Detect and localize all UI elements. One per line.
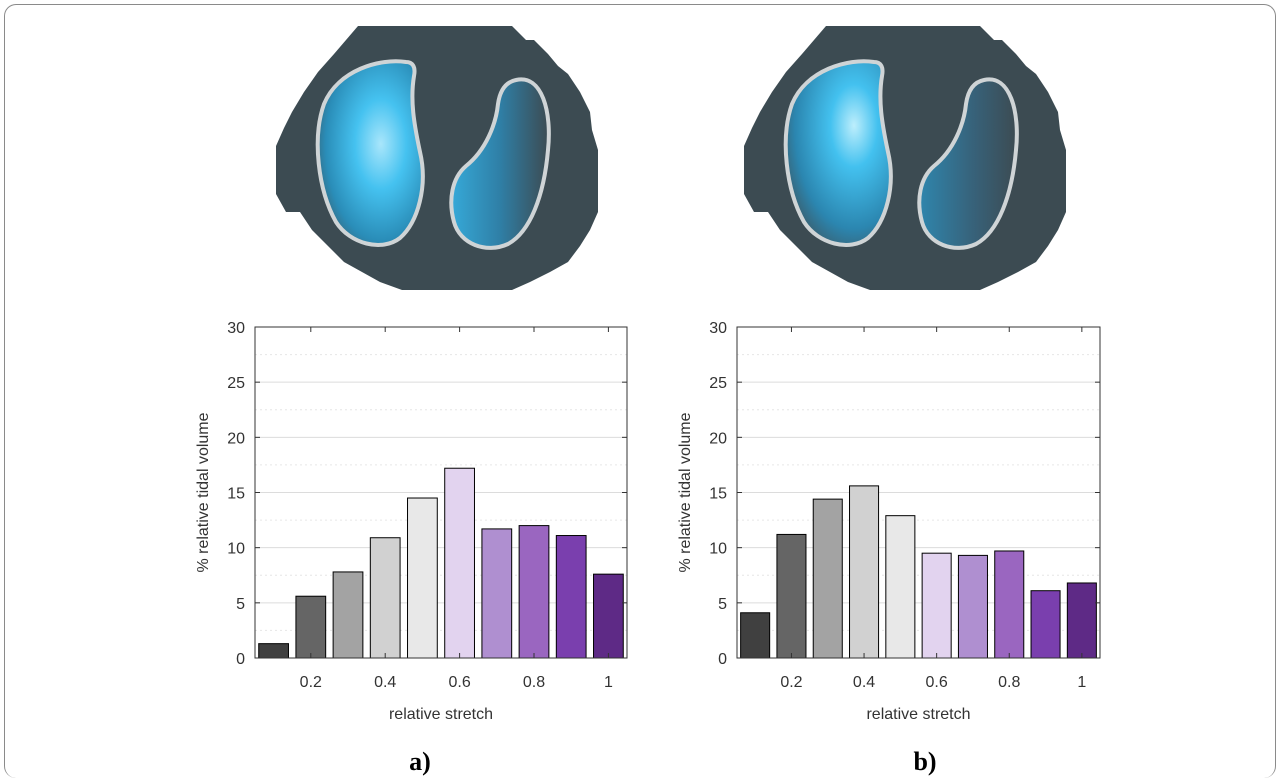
bar (407, 497, 438, 659)
bar (849, 485, 880, 659)
eit-image-b (744, 26, 1066, 290)
y-tick-label: 10 (227, 541, 245, 558)
y-tick-label: 5 (718, 596, 727, 613)
bar (369, 537, 401, 659)
y-tick-label: 25 (709, 375, 727, 392)
right-lung (449, 77, 551, 250)
y-tick-label: 0 (236, 651, 245, 668)
x-tick-label: 0.4 (853, 674, 875, 691)
right-lung (917, 77, 1019, 250)
left-lung (315, 59, 425, 247)
y-tick-label: 30 (227, 320, 245, 337)
bar (812, 498, 843, 659)
x-tick-label: 0.8 (523, 674, 545, 691)
y-axis-label: % relative tidal volume (195, 412, 212, 572)
y-tick-label: 5 (236, 596, 245, 613)
panel-label-a: a) (409, 747, 431, 776)
x-tick-label: 1 (1077, 674, 1086, 691)
x-tick-label: 0.8 (998, 674, 1020, 691)
bar (332, 571, 364, 659)
bar (776, 533, 807, 659)
bar (994, 550, 1025, 659)
bar (921, 552, 952, 659)
panel-label-b: b) (913, 747, 936, 776)
x-tick-label: 0.2 (780, 674, 802, 691)
x-axis-label: relative stretch (389, 706, 493, 723)
bar-chart-a: 0 5 10 15 20 25 30 0.2 0.4 0.6 0.8 1 relative stretc… (195, 320, 628, 723)
y-axis-label: % relative tidal volume (677, 412, 694, 572)
y-tick-label: 10 (709, 541, 727, 558)
x-tick-label: 1 (604, 674, 613, 691)
eit-image-a (276, 26, 598, 290)
y-tick-label: 15 (709, 486, 727, 503)
bar (740, 612, 771, 659)
y-tick-label: 30 (709, 320, 727, 337)
y-tick-label: 20 (709, 430, 727, 447)
x-axis-label: relative stretch (866, 706, 970, 723)
bar (1030, 590, 1061, 659)
y-tick-label: 20 (227, 430, 245, 447)
y-tick-label: 15 (227, 486, 245, 503)
x-tick-label: 0.2 (300, 674, 322, 691)
bar (481, 528, 513, 659)
x-tick-label: 0.6 (448, 674, 470, 691)
y-tick-label: 25 (227, 375, 245, 392)
y-tick-label: 0 (718, 651, 727, 668)
bar (593, 573, 624, 659)
bar (295, 595, 327, 659)
bar (444, 467, 475, 659)
left-lung (783, 59, 893, 247)
figure-frame (4, 4, 1276, 778)
bar (885, 515, 916, 659)
bar (518, 525, 550, 659)
x-tick-label: 0.6 (926, 674, 948, 691)
bar (1066, 582, 1097, 659)
bar (555, 535, 587, 659)
x-tick-label: 0.4 (374, 674, 396, 691)
bar (258, 643, 289, 659)
bar-chart-b: 0 5 10 15 20 25 30 0.2 0.4 0.6 0.8 1 relative stretc… (677, 320, 1101, 723)
bar (957, 554, 988, 659)
